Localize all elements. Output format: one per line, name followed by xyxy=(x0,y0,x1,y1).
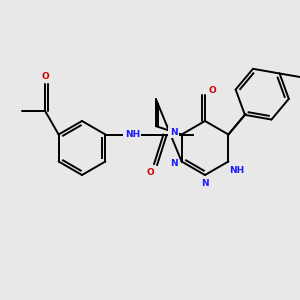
Text: NH: NH xyxy=(229,166,244,175)
Text: O: O xyxy=(41,71,49,80)
Text: O: O xyxy=(208,86,216,95)
Text: N: N xyxy=(201,179,209,188)
Text: O: O xyxy=(146,168,154,177)
Text: N: N xyxy=(170,128,177,137)
Text: NH: NH xyxy=(125,130,140,139)
Text: N: N xyxy=(170,159,177,168)
